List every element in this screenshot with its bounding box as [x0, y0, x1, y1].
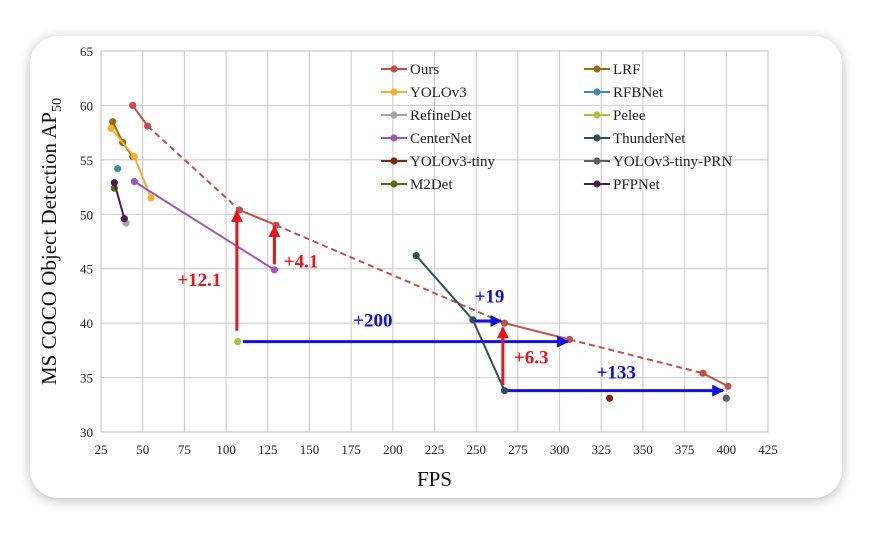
data-point [120, 215, 128, 223]
data-point [130, 152, 138, 161]
x-tick-label: 225 [425, 442, 445, 457]
series-line-segment [131, 104, 149, 127]
y-axis-label: MS COCO Object Detection AP50 [37, 98, 65, 385]
x-tick-label: 250 [466, 442, 486, 457]
y-tick-label: 40 [80, 316, 93, 331]
legend-label: RefineDet [410, 108, 472, 124]
legend-swatch-marker [390, 134, 398, 142]
data-point [722, 394, 730, 402]
data-point [110, 179, 118, 187]
series-line-segment [239, 209, 277, 227]
chart-card [30, 36, 842, 498]
legend-swatch-marker [593, 157, 601, 165]
x-tick-label: 150 [300, 442, 320, 457]
legend-label: YOLOv3-tiny-PRN [613, 154, 732, 170]
legend-swatch-marker [390, 65, 398, 73]
legend-swatch-marker [593, 134, 601, 142]
annotation-label: +19 [475, 286, 505, 307]
legend-label: YOLOv3 [410, 85, 467, 101]
series-line-segment [147, 125, 241, 211]
plot-frame [100, 50, 769, 433]
series-line-segment [275, 224, 505, 325]
legend-label: LRF [613, 62, 641, 78]
legend-label: M2Det [410, 177, 453, 193]
legend-swatch-marker [593, 180, 601, 188]
legend-label: Ours [410, 62, 439, 78]
legend-swatch-marker [390, 157, 398, 165]
annotation-label: +6.3 [514, 347, 549, 368]
x-tick-label: 400 [717, 442, 737, 457]
x-tick-label: 375 [675, 442, 695, 457]
series-line-segment [110, 127, 136, 158]
data-point [144, 122, 152, 130]
series-line-segment [113, 182, 126, 219]
x-tick-label: 125 [258, 442, 278, 457]
y-tick-label: 30 [80, 425, 93, 440]
series-line-segment [471, 319, 506, 392]
y-tick-label: 45 [80, 262, 93, 277]
data-point [147, 194, 155, 202]
data-point [109, 118, 117, 126]
legend-swatch-marker [390, 180, 398, 188]
legend-label: YOLOv3-tiny [410, 154, 495, 170]
annotation-label: +200 [353, 310, 392, 331]
data-point [605, 394, 614, 402]
data-point [234, 338, 242, 346]
y-tick-label: 60 [80, 98, 93, 113]
data-point [107, 124, 115, 132]
x-tick-label: 200 [383, 442, 403, 457]
y-axis-label-main: MS COCO Object Detection AP [37, 112, 61, 385]
x-tick-label: 25 [95, 442, 108, 457]
y-tick-label: 65 [80, 44, 93, 59]
annotation-label: +12.1 [177, 270, 221, 291]
legend-swatch-marker [593, 88, 601, 96]
legend-swatch-marker [593, 111, 601, 119]
x-tick-label: 350 [633, 442, 653, 457]
data-point [270, 266, 279, 274]
legend-swatch-marker [593, 65, 601, 73]
data-point [699, 369, 707, 377]
legend-label: Pelee [613, 108, 646, 124]
annotation-label: +133 [597, 363, 636, 384]
data-point [500, 387, 509, 395]
x-axis-label: FPS [417, 467, 452, 491]
legend-label: RFBNet [613, 85, 664, 101]
y-tick-label: 35 [80, 371, 93, 386]
series-line-segment [569, 338, 704, 375]
y-axis-label-subscript: 50 [50, 98, 65, 112]
series-line-segment [133, 180, 275, 271]
data-point [130, 178, 138, 186]
legend-label: ThunderNet [613, 131, 686, 147]
axis-ticks: 25 50 75 100 125 150 175 200 225 250 275 300 325 350 3… [80, 44, 778, 457]
x-tick-label: 75 [178, 442, 191, 457]
legend-swatch-marker [390, 111, 398, 119]
annotations: +12.1 +4.1 +200 +19 +6.3 +133 [177, 209, 725, 397]
x-tick-label: 425 [758, 442, 778, 457]
data-point [500, 319, 509, 327]
legend-swatch-marker [390, 88, 398, 96]
legend: Ours LRF YOLOv3 RFBNet RefineDet Pelee CenterN… [381, 62, 732, 193]
x-tick-label: 175 [341, 442, 361, 457]
annotation-label: +4.1 [284, 252, 319, 273]
x-tick-label: 50 [136, 442, 149, 457]
grid [100, 50, 769, 433]
legend-label: CenterNet [410, 131, 472, 147]
data-point [412, 252, 420, 260]
data-point [129, 101, 137, 110]
x-tick-label: 300 [550, 442, 570, 457]
y-tick-label: 55 [80, 153, 93, 168]
x-tick-label: 325 [592, 442, 612, 457]
data-point [114, 164, 122, 173]
x-tick-label: 100 [216, 442, 236, 457]
data-point [724, 382, 732, 390]
y-tick-label: 50 [80, 207, 93, 222]
x-tick-label: 275 [508, 442, 528, 457]
series-line-segment [415, 254, 474, 321]
series-line-segment [702, 372, 729, 388]
legend-label: PFPNet [613, 177, 661, 193]
